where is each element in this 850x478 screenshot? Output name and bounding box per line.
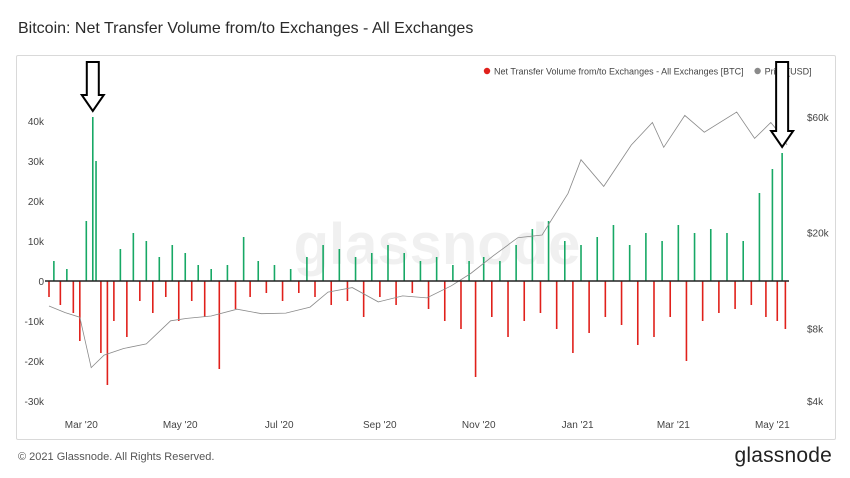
y-right-tick-label: $20k — [807, 228, 830, 239]
y-left-tick-label: -20k — [25, 357, 45, 368]
down-arrow-icon — [769, 61, 796, 149]
y-right-tick-label: $60k — [807, 113, 830, 124]
y-left-tick-label: -30k — [25, 397, 45, 408]
y-left-tick-label: 30k — [28, 157, 45, 168]
x-tick-label: May '20 — [163, 420, 198, 431]
x-axis: Mar '20 May '20 Jul '20 Sep '20 Nov '20 Jan '… — [65, 420, 790, 431]
glassnode-logo[interactable]: glassnode — [734, 444, 832, 467]
legend[interactable]: Net Transfer Volume from/to Exchanges - … — [483, 67, 812, 77]
x-tick-label: Nov '20 — [462, 420, 496, 431]
y-axis-left: 40k 30k 20k 10k 0 -10k -20k -30k — [25, 117, 45, 408]
y-left-tick-label: 10k — [28, 237, 45, 248]
annotation-arrows — [79, 61, 796, 149]
y-left-tick-label: -10k — [25, 317, 45, 328]
price-line — [48, 111, 788, 369]
chart-panel: glassnode Net Transfer Volume from/to Ex… — [16, 55, 836, 440]
y-left-tick-label: 0 — [38, 277, 44, 288]
legend-marker — [483, 67, 491, 75]
chart-title: Bitcoin: Net Transfer Volume from/to Exc… — [18, 20, 474, 37]
x-tick-label: May '21 — [755, 420, 790, 431]
chart-svg: glassnode Net Transfer Volume from/to Ex… — [25, 61, 830, 431]
y-axis-right: $60k $20k $8k $4k — [807, 113, 830, 408]
legend-label: Net Transfer Volume from/to Exchanges - … — [494, 67, 744, 77]
y-left-tick-label: 20k — [28, 197, 45, 208]
x-tick-label: Jan '21 — [562, 420, 594, 431]
y-left-tick-label: 40k — [28, 117, 45, 128]
x-tick-label: Mar '21 — [657, 420, 690, 431]
y-right-tick-label: $8k — [807, 324, 824, 335]
bar-series — [48, 117, 787, 385]
legend-marker — [754, 67, 761, 75]
copyright: © 2021 Glassnode. All Rights Reserved. — [18, 451, 215, 463]
x-tick-label: Jul '20 — [265, 420, 294, 431]
y-right-tick-label: $4k — [807, 397, 824, 408]
down-arrow-icon — [79, 61, 106, 113]
x-tick-label: Mar '20 — [65, 420, 98, 431]
x-tick-label: Sep '20 — [363, 420, 397, 431]
